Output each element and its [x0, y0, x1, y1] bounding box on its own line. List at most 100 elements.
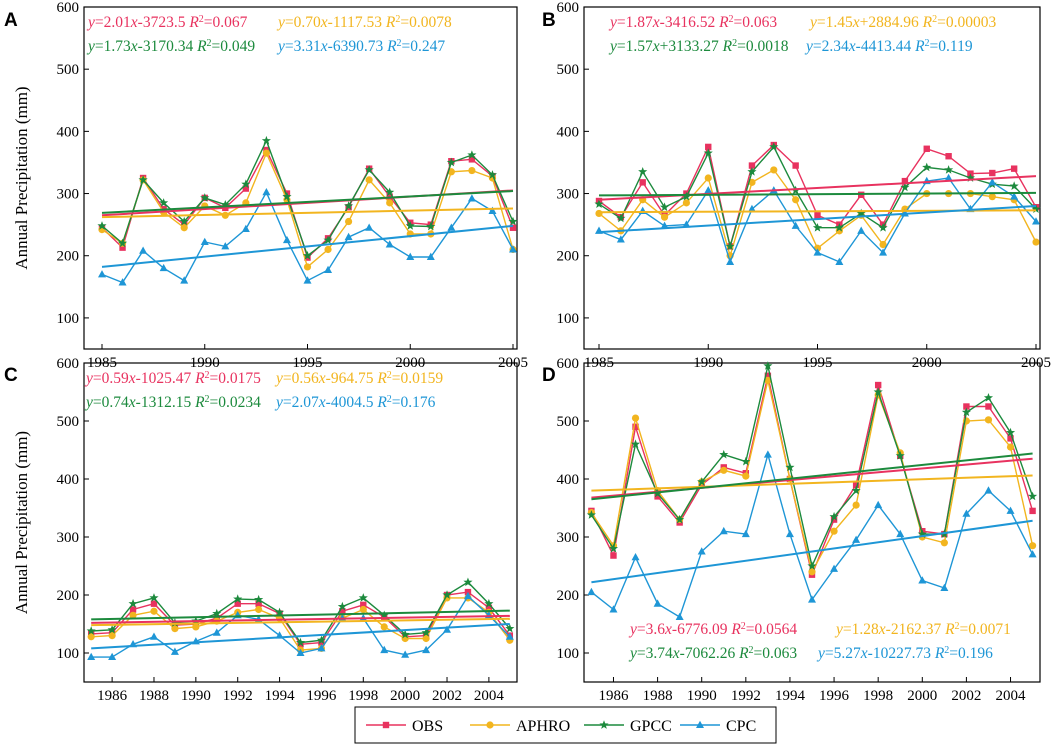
data-point-cpc	[509, 245, 517, 253]
data-point-gpcc	[212, 608, 222, 618]
data-point-gpcc	[179, 216, 189, 226]
data-point-cpc	[874, 500, 883, 509]
data-point-gpcc	[364, 165, 374, 174]
data-point-cpc	[988, 178, 997, 186]
equation-gpcc: y=1.57x+3133.27 R2=0.0018	[608, 38, 789, 56]
data-point-aphro	[422, 634, 430, 643]
data-point-cpc	[616, 235, 625, 243]
data-point-gpcc	[400, 629, 410, 639]
legend-item-obs: OBS	[366, 718, 443, 735]
data-point-cpc	[505, 632, 514, 640]
data-point-gpcc	[594, 199, 604, 208]
trend-line-gpcc	[598, 191, 1037, 197]
data-point-cpc	[159, 263, 168, 272]
data-point-obs	[255, 600, 262, 607]
data-point-gpcc	[703, 148, 713, 158]
data-point-cpc	[118, 278, 127, 286]
equation-obs: y=2.01x-3723.5 R2=0.067	[86, 14, 248, 32]
data-point-gpcc	[446, 157, 456, 167]
data-point-gpcc	[337, 601, 347, 611]
trend-line-obs	[91, 614, 510, 624]
trend-line-aphro	[591, 474, 1033, 492]
data-point-cpc	[984, 486, 993, 494]
data-point-obs	[852, 481, 860, 488]
y-tick-label: 600	[57, 0, 80, 16]
equation-aphro: y=1.28x-2162.37 R2=0.0071	[834, 621, 1011, 639]
data-point-cpc	[365, 223, 374, 231]
data-point-gpcc	[1005, 427, 1016, 437]
legend: OBS APHRO GPCC CPC	[354, 706, 777, 744]
data-point-cpc	[200, 237, 209, 246]
trend-line-aphro	[101, 207, 514, 219]
legend-label: OBS	[412, 718, 443, 735]
data-point-cpc	[653, 599, 662, 607]
data-point-gpcc	[812, 222, 823, 232]
data-point-cpc	[447, 223, 456, 231]
data-point-cpc	[296, 648, 305, 656]
data-point-obs	[509, 224, 517, 231]
series-line-gpcc	[590, 365, 1034, 569]
data-point-aphro	[324, 245, 332, 254]
data-point-obs	[874, 381, 882, 389]
equation-cpc: y=5.27x-10227.73 R2=0.196	[816, 645, 993, 663]
y-axis-label: Annual Precipitation (mm)	[12, 86, 31, 269]
data-point-aphro	[940, 539, 948, 547]
data-point-gpcc	[983, 393, 994, 402]
data-point-aphro	[631, 414, 640, 422]
data-point-gpcc	[675, 514, 685, 524]
data-point-cpc	[609, 605, 618, 613]
data-point-cpc	[879, 248, 888, 256]
data-point-cpc	[87, 652, 96, 661]
y-tick-label: 400	[57, 472, 80, 488]
data-point-gpcc	[149, 593, 159, 602]
data-point-cpc	[303, 276, 312, 284]
data-point-gpcc	[379, 610, 389, 620]
data-point-aphro	[345, 217, 353, 226]
data-point-aphro	[660, 213, 669, 221]
y-tick-label: 300	[557, 530, 580, 546]
data-point-aphro	[770, 166, 778, 174]
data-point-cpc	[262, 188, 271, 196]
equation-cpc: y=3.31x-6390.73 R2=0.247	[276, 38, 445, 56]
data-point-obs	[1029, 507, 1036, 515]
data-point-gpcc	[1031, 204, 1041, 213]
data-point-gpcc	[220, 199, 230, 209]
data-point-cpc	[747, 204, 756, 213]
x-tick-label: 1996	[819, 688, 850, 704]
series-cpc	[587, 450, 1037, 621]
equation-aphro: y=0.70x-1117.53 R2=0.0078	[276, 14, 452, 32]
x-tick-label: 1994	[775, 688, 806, 704]
equation-cpc: y=2.07x-4004.5 R2=0.176	[274, 394, 436, 412]
data-point-gpcc	[302, 250, 313, 260]
data-point-gpcc	[834, 222, 844, 232]
data-point-cpc	[170, 647, 179, 655]
data-point-cpc	[241, 224, 250, 232]
data-point-obs	[654, 493, 661, 500]
data-point-gpcc	[851, 485, 861, 495]
data-point-gpcc	[107, 625, 117, 634]
panel-frame	[583, 6, 1041, 350]
data-point-aphro	[879, 240, 887, 249]
data-point-aphro	[386, 199, 394, 207]
data-point-cpc	[719, 526, 728, 535]
data-point-obs	[610, 552, 617, 559]
data-point-obs	[360, 601, 367, 609]
data-point-cpc	[587, 587, 596, 596]
data-point-obs	[764, 372, 772, 379]
data-point-aphro	[792, 196, 800, 204]
data-point-gpcc	[616, 213, 626, 223]
data-point-cpc	[726, 257, 735, 265]
data-point-gpcc	[86, 626, 96, 635]
y-tick-label: 300	[57, 187, 80, 203]
data-point-obs	[632, 423, 639, 430]
data-point-obs	[1007, 435, 1014, 442]
data-point-cpc	[857, 226, 866, 234]
data-point-aphro	[359, 605, 367, 614]
data-point-cpc	[852, 535, 861, 543]
trend-line-gpcc	[91, 609, 510, 621]
panel-label: A	[4, 10, 18, 31]
data-point-gpcc	[586, 510, 596, 519]
y-tick-label: 500	[57, 414, 80, 430]
y-tick-label: 100	[557, 646, 580, 662]
